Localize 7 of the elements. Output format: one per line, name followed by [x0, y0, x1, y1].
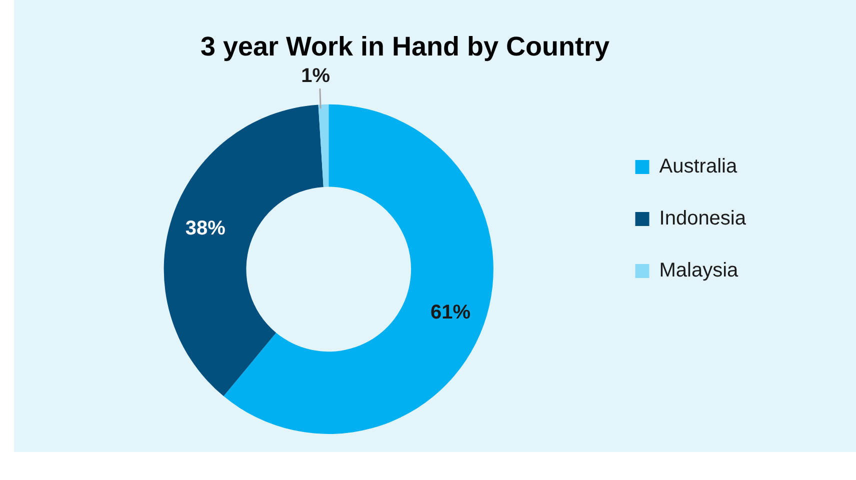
data-label: 1% [301, 65, 330, 88]
data-label: 61% [430, 302, 471, 324]
chart-title: 3 year Work in Hand by Country [200, 32, 610, 62]
legend-label: Malaysia [659, 260, 740, 282]
data-label: 38% [185, 218, 226, 240]
legend-label: Indonesia [659, 208, 747, 230]
legend-label: Australia [659, 156, 738, 178]
